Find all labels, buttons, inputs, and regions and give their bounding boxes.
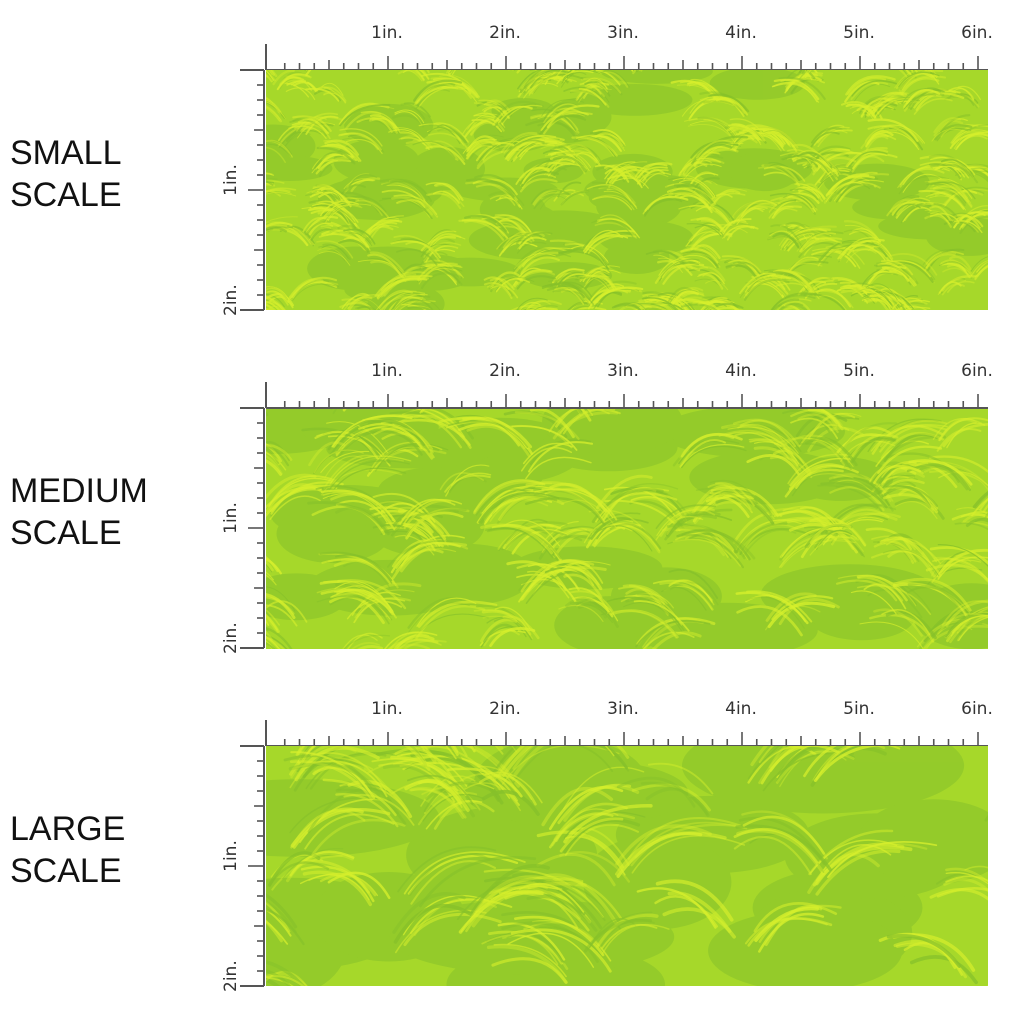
small-scale-label: SMALL SCALE [10, 132, 122, 216]
ruler-label-horizontal: 3in. [607, 23, 639, 43]
large-scale-pattern [266, 746, 988, 986]
horizontal-ruler [265, 44, 988, 71]
vertical-ruler [240, 407, 265, 649]
ruler-label-horizontal: 6in. [961, 361, 993, 381]
ruler-label-horizontal: 3in. [607, 699, 639, 719]
large-scale-label-line1: LARGE [10, 810, 126, 848]
fur-strokes [266, 409, 988, 649]
ruler-label-vertical: 2in. [221, 622, 241, 654]
medium-scale-label-line2: SCALE [10, 514, 122, 552]
ruler-label-horizontal: 3in. [607, 361, 639, 381]
small-scale-pattern [266, 70, 988, 310]
ruler-label-horizontal: 5in. [843, 699, 875, 719]
ruler-label-horizontal: 1in. [371, 23, 403, 43]
shadow-patches [266, 746, 988, 986]
ruler-label-vertical: 1in. [221, 164, 241, 196]
ruler-label-vertical: 1in. [221, 840, 241, 872]
vertical-ruler [240, 69, 265, 311]
medium-scale-label-line1: MEDIUM [10, 472, 148, 510]
ruler-label-horizontal: 6in. [961, 699, 993, 719]
large-scale-label: LARGE SCALE [10, 808, 125, 892]
medium-scale-ruler: 1in. 2in. 3in. 4in. 5in. 6in. 1in. 2in. [221, 361, 993, 654]
fur-strokes [266, 746, 988, 986]
ruler-label-vertical: 2in. [221, 960, 241, 992]
vertical-ruler [240, 745, 265, 987]
ruler-label-horizontal: 4in. [725, 699, 757, 719]
medium-scale-pattern [266, 409, 988, 649]
ruler-label-horizontal: 4in. [725, 23, 757, 43]
small-scale-label-line1: SMALL [10, 134, 122, 172]
medium-scale-swatch [266, 409, 988, 649]
ruler-label-horizontal: 2in. [489, 361, 521, 381]
ruler-label-vertical: 1in. [221, 502, 241, 534]
small-scale-label-line2: SCALE [10, 176, 122, 214]
horizontal-ruler [265, 382, 988, 409]
ruler-label-horizontal: 4in. [725, 361, 757, 381]
ruler-label-horizontal: 1in. [371, 361, 403, 381]
ruler-label-horizontal: 2in. [489, 23, 521, 43]
ruler-label-vertical: 2in. [221, 284, 241, 316]
large-scale-label-line2: SCALE [10, 852, 122, 890]
small-scale-swatch [266, 70, 988, 310]
ruler-label-horizontal: 2in. [489, 699, 521, 719]
ruler-label-horizontal: 1in. [371, 699, 403, 719]
ruler-label-horizontal: 5in. [843, 23, 875, 43]
large-scale-swatch [266, 746, 988, 986]
fur-strokes [266, 70, 988, 310]
ruler-label-horizontal: 5in. [843, 361, 875, 381]
ruler-label-horizontal: 6in. [961, 23, 993, 43]
medium-scale-label: MEDIUM SCALE [10, 470, 148, 554]
horizontal-ruler [265, 720, 988, 747]
